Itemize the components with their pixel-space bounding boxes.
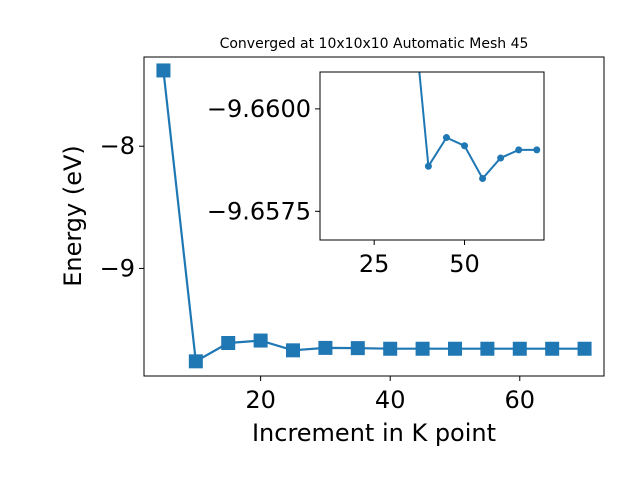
main-plot-frame bbox=[143, 56, 605, 377]
main-x-tick-label: 40 bbox=[375, 386, 406, 414]
inset-x-ticks: 25 50 bbox=[359, 240, 480, 278]
main-data-point bbox=[286, 343, 301, 358]
main-data-point bbox=[512, 341, 527, 356]
main-x-tick-label: 20 bbox=[245, 386, 276, 414]
main-data-point bbox=[188, 354, 203, 369]
main-data-point bbox=[318, 340, 333, 355]
chart-title: Converged at 10x10x10 Automatic Mesh 45 bbox=[220, 36, 529, 52]
main-plot: 20 40 60 −8 −9 Increment in K point Energy … bbox=[59, 36, 605, 447]
main-data-point bbox=[480, 341, 495, 356]
main-x-tick-label: 60 bbox=[505, 386, 536, 414]
inset-x-tick-label: 25 bbox=[359, 250, 390, 278]
main-data-point bbox=[221, 336, 236, 350]
inset-x-tick-label: 50 bbox=[449, 250, 480, 278]
inset-y-tick-label: −9.6575 bbox=[207, 197, 311, 225]
inset-data-point bbox=[497, 154, 505, 162]
inset-series-markers bbox=[424, 134, 541, 183]
inset-plot: 25 50 −9.6600 −9.6575 bbox=[207, 71, 545, 278]
main-data-point bbox=[350, 341, 365, 356]
main-data-point bbox=[156, 63, 171, 78]
main-y-tick-label: −8 bbox=[100, 132, 135, 160]
main-x-ticks: 20 40 60 bbox=[245, 376, 535, 414]
inset-data-point bbox=[533, 146, 541, 154]
inset-y-tick-label: −9.6600 bbox=[207, 95, 311, 123]
inset-data-point bbox=[515, 146, 523, 154]
main-data-point bbox=[415, 341, 430, 356]
inset-data-point bbox=[442, 134, 450, 142]
inset-plot-frame bbox=[319, 71, 545, 241]
inset-data-point bbox=[479, 175, 487, 183]
main-data-point bbox=[447, 341, 462, 356]
main-x-axis-label: Increment in K point bbox=[252, 419, 496, 447]
main-y-ticks: −8 −9 bbox=[100, 132, 144, 282]
main-data-point bbox=[577, 341, 592, 356]
inset-data-point bbox=[461, 142, 469, 150]
main-data-point bbox=[545, 341, 560, 356]
inset-plot-background bbox=[320, 72, 544, 240]
main-series-markers bbox=[156, 63, 592, 369]
main-data-point bbox=[253, 333, 268, 348]
main-y-axis-label: Energy (eV) bbox=[59, 145, 87, 287]
main-y-tick-label: −9 bbox=[100, 254, 135, 282]
inset-data-point bbox=[424, 162, 432, 170]
main-data-point bbox=[383, 341, 398, 356]
inset-y-ticks: −9.6600 −9.6575 bbox=[207, 95, 320, 225]
